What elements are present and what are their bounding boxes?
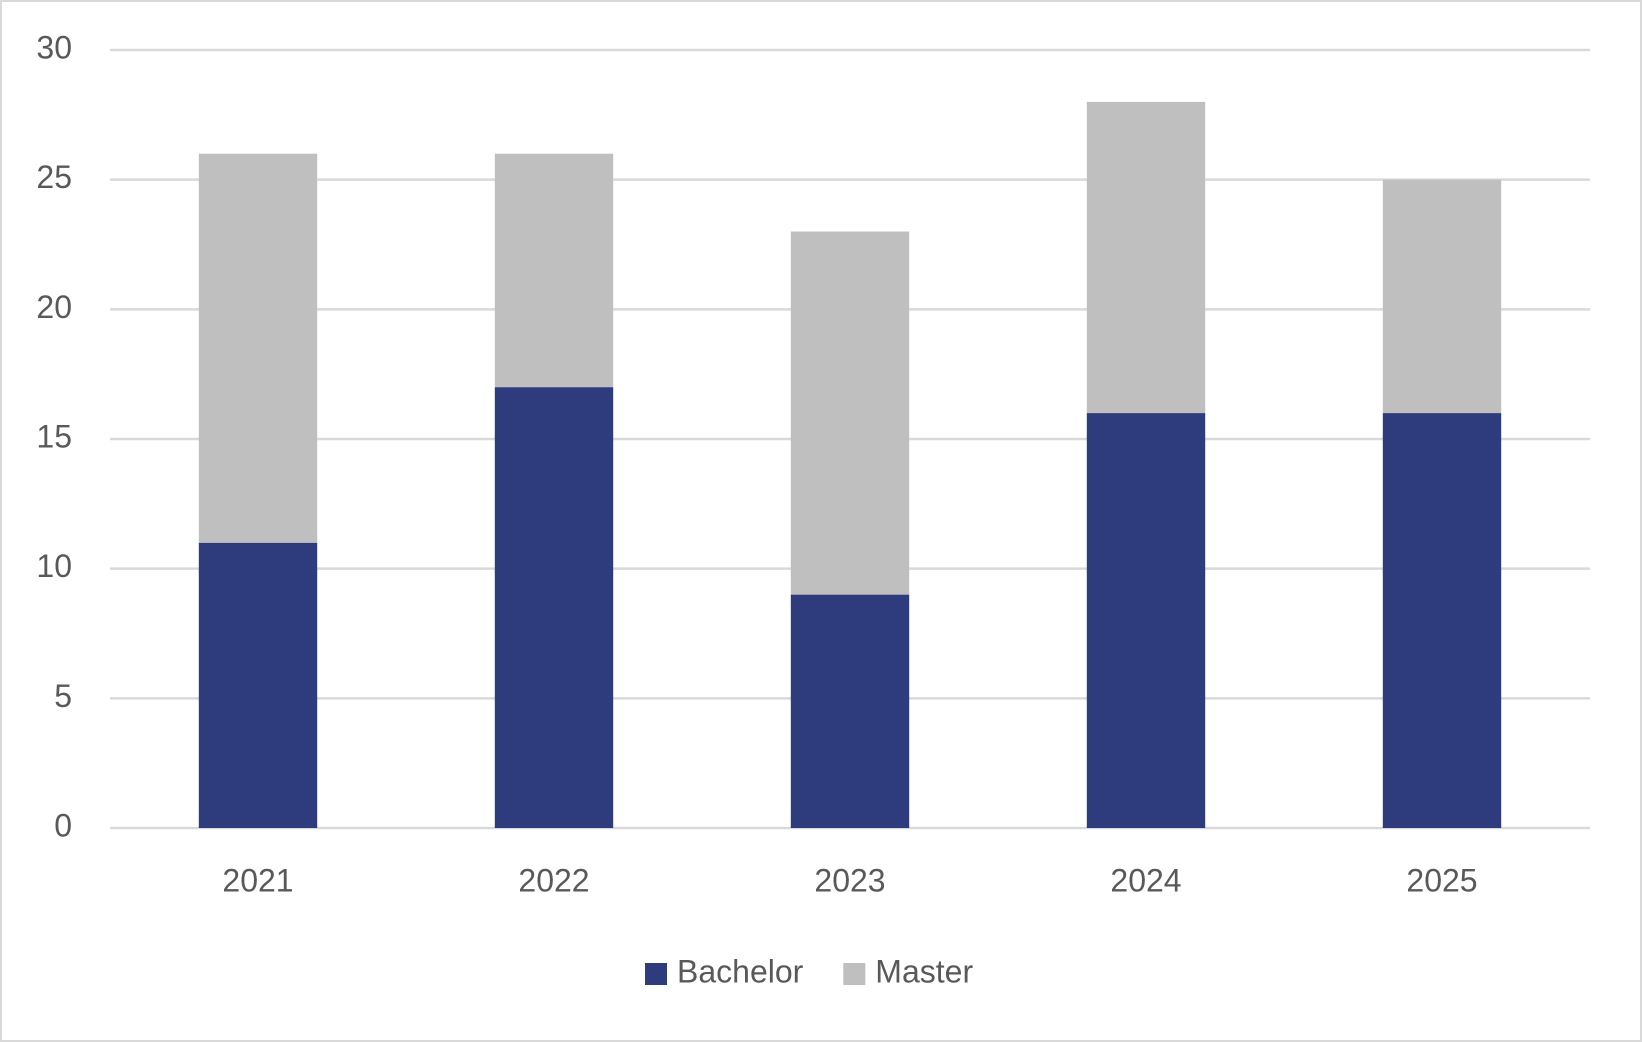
y-tick-label: 20	[36, 289, 72, 325]
bar	[198, 153, 318, 543]
bar	[1382, 413, 1502, 828]
y-tick-label: 0	[54, 807, 72, 843]
x-tick-label: 2021	[222, 862, 293, 898]
y-tick-label: 30	[36, 29, 72, 65]
bar	[1382, 179, 1502, 414]
x-tick-label: 2022	[518, 862, 589, 898]
x-tick-label: 2023	[814, 862, 885, 898]
y-tick-label: 10	[36, 548, 72, 584]
bar	[1086, 413, 1206, 828]
y-tick-label: 5	[54, 678, 72, 714]
bar	[198, 542, 318, 828]
bar	[790, 231, 910, 595]
x-tick-label: 2025	[1406, 862, 1477, 898]
bar	[494, 387, 614, 828]
legend-swatch	[843, 963, 866, 985]
x-tick-label: 2024	[1110, 862, 1181, 898]
y-tick-label: 15	[36, 418, 72, 454]
legend-label: Master	[875, 953, 973, 989]
bar	[790, 594, 910, 828]
y-tick-label: 25	[36, 159, 72, 195]
bar	[494, 153, 614, 388]
legend-label: Bachelor	[677, 953, 804, 989]
legend-swatch	[645, 963, 667, 985]
bar	[1086, 101, 1206, 414]
